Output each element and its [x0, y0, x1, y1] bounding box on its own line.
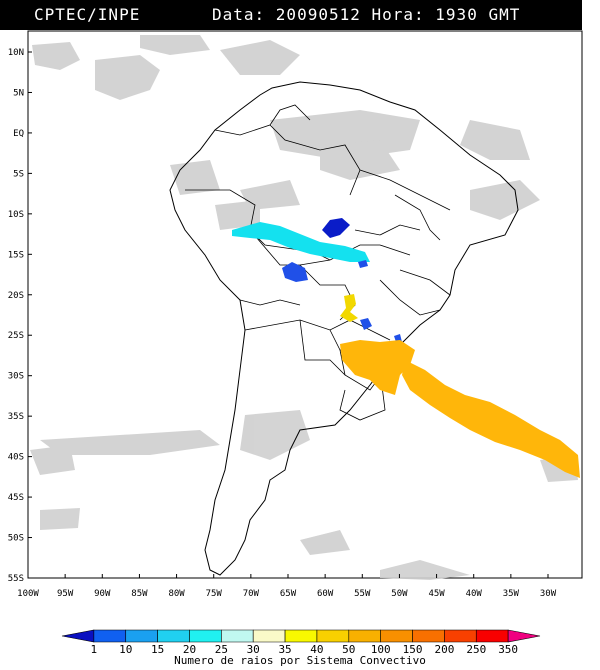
scale-swatch: [221, 629, 254, 643]
scale-swatch: [284, 629, 318, 643]
lat-label: 15S: [8, 250, 24, 260]
lat-label: EQ: [13, 129, 24, 139]
scale-title: Numero de raios por Sistema Convectivo: [174, 654, 426, 667]
system-blue-small-c: [360, 318, 372, 330]
convective-systems: [232, 218, 580, 478]
lon-label: 95W: [57, 589, 74, 599]
lat-label: 40S: [8, 453, 24, 463]
scale-swatch: [61, 629, 95, 643]
lat-label: 5N: [13, 88, 24, 98]
lat-label: 10N: [8, 48, 24, 58]
lon-label: 100W: [17, 589, 39, 599]
title-bar: CPTEC/INPE Data: 20090512 Hora: 1930 GMT: [0, 0, 582, 30]
scale-swatch: [316, 629, 350, 643]
lat-label: 35S: [8, 412, 24, 422]
scale-swatch: [252, 629, 286, 643]
scale-label: 200: [434, 643, 454, 656]
cloud-cover: [30, 35, 578, 580]
scale-label: 30: [247, 643, 260, 656]
scale-label: 150: [403, 643, 423, 656]
scale-label: 35: [278, 643, 291, 656]
scale-swatch: [444, 629, 477, 643]
scale-swatch: [157, 629, 190, 643]
scale-label: 100: [371, 643, 391, 656]
lat-label: 55S: [8, 574, 24, 584]
system-cyan-band: [232, 222, 370, 262]
lon-label: 40W: [466, 589, 483, 599]
scale-label: 50: [342, 643, 355, 656]
lon-label: 80W: [168, 589, 185, 599]
lat-label: 30S: [8, 372, 24, 382]
lat-label: 20S: [8, 291, 24, 301]
lon-label: 90W: [94, 589, 111, 599]
scale-swatch: [380, 629, 413, 643]
scale-label: 1: [91, 643, 98, 656]
lon-label: 85W: [131, 589, 148, 599]
lat-label: 10S: [8, 210, 24, 220]
scale-swatch: [189, 629, 222, 643]
scale-label: 250: [466, 643, 486, 656]
system-dark-blue: [322, 218, 350, 238]
lat-label: 25S: [8, 331, 24, 341]
lon-label: 55W: [354, 589, 371, 599]
lat-label: 45S: [8, 493, 24, 503]
scale-label: 40: [310, 643, 323, 656]
datetime-label: Data: 20090512 Hora: 1930 GMT: [212, 5, 521, 24]
system-blue-small-b: [358, 260, 368, 268]
scale-labels: 1 10 15 20 25 30 35 40 50 100 150 200 250 350: [91, 643, 519, 656]
scale-label: 25: [215, 643, 228, 656]
scale-swatch: [412, 629, 445, 643]
system-yellow: [340, 294, 358, 322]
lat-label: 50S: [8, 534, 24, 544]
system-blue-small-a: [282, 262, 308, 282]
system-orange-rs: [340, 340, 415, 395]
south-america-outline: [169, 81, 519, 576]
lon-label: 50W: [391, 589, 408, 599]
scale-swatch: [507, 629, 541, 643]
lon-label: 45W: [428, 589, 445, 599]
lightning-map: 10N5NEQ5S10S15S20S25S30S35S40S45S50S55S …: [8, 30, 583, 599]
lat-label: 5S: [13, 169, 24, 179]
agency-label: CPTEC/INPE: [34, 5, 141, 24]
lon-label: 70W: [243, 589, 260, 599]
scale-label: 20: [183, 643, 196, 656]
lon-label: 35W: [503, 589, 520, 599]
scale-swatch: [93, 629, 127, 643]
scale-swatch: [475, 629, 509, 643]
scale-label: 350: [498, 643, 518, 656]
scale-swatch: [348, 629, 381, 643]
color-scale: 1 10 15 20 25 30 35 40 50 100 150 200 250 350: [61, 629, 541, 656]
scale-label: 10: [119, 643, 132, 656]
scale-label: 15: [151, 643, 164, 656]
longitude-labels: 100W 95W 90W 85W 80W 75W 70W 65W 60W 55W 50W 45W 40W…: [17, 574, 557, 599]
lon-label: 60W: [317, 589, 334, 599]
system-orange-atlantic: [402, 360, 580, 478]
lon-label: 65W: [280, 589, 297, 599]
scale-bar: [61, 629, 541, 643]
latitude-labels: 10N 5N EQ 5S 10S 15S 20S 25S 30S 35S 40S 45S 50S 55S: [8, 48, 32, 584]
scale-swatch: [125, 629, 158, 643]
lon-label: 75W: [206, 589, 223, 599]
lon-label: 30W: [540, 589, 557, 599]
